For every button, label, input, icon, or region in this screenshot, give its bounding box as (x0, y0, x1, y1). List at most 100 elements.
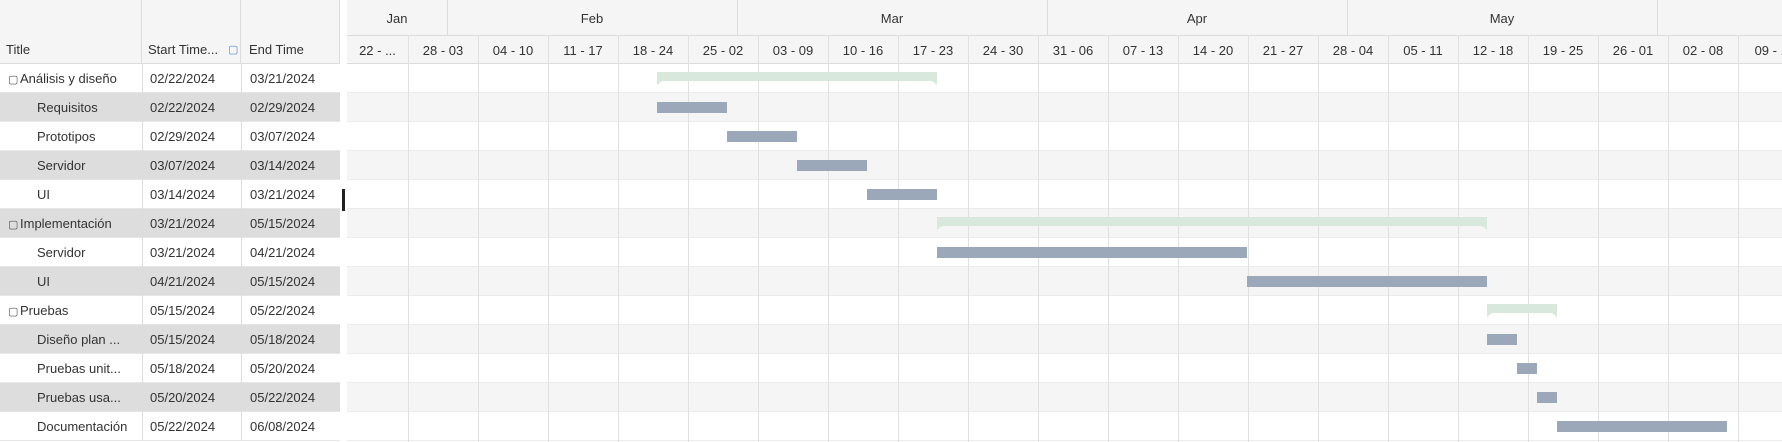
task-start-cell[interactable]: 05/15/2024 (142, 296, 241, 325)
task-bar[interactable] (797, 160, 867, 171)
column-header-start-time[interactable]: Start Time... ▢ (142, 0, 241, 64)
task-title-cell[interactable]: ▢ Pruebas (0, 296, 141, 325)
task-end-cell[interactable]: 03/21/2024 (241, 64, 340, 93)
task-title-cell[interactable]: Requisitos (0, 93, 141, 122)
table-row[interactable]: Prototipos 02/29/2024 03/07/2024 (0, 122, 340, 151)
filter-icon[interactable]: ▢ (228, 44, 239, 56)
task-start-cell[interactable]: 05/20/2024 (142, 383, 241, 412)
task-title-cell[interactable]: Diseño plan ... (0, 325, 141, 354)
table-row[interactable]: UI 03/14/2024 03/21/2024 (0, 180, 340, 209)
task-start-cell[interactable]: 04/21/2024 (142, 267, 241, 296)
timeline-row (347, 64, 1782, 93)
task-bar[interactable] (1537, 392, 1557, 403)
week-label: 07 - 13 (1123, 43, 1163, 58)
task-title-cell[interactable]: UI (0, 267, 141, 296)
week-label: 18 - 24 (633, 43, 673, 58)
summary-bar[interactable] (657, 72, 937, 85)
timeline-row (347, 151, 1782, 180)
task-end-cell[interactable]: 05/15/2024 (241, 209, 340, 238)
timeline-row (347, 93, 1782, 122)
task-end-cell[interactable]: 02/29/2024 (241, 93, 340, 122)
month-label: Mar (881, 11, 904, 26)
table-row[interactable]: Pruebas usa... 05/20/2024 05/22/2024 (0, 383, 340, 412)
task-start-cell[interactable]: 03/14/2024 (142, 180, 241, 209)
task-title-cell[interactable]: Documentación (0, 412, 141, 441)
task-bar[interactable] (657, 102, 727, 113)
task-end-cell[interactable]: 05/15/2024 (241, 267, 340, 296)
timeline-row (347, 325, 1782, 354)
task-start-cell[interactable]: 05/18/2024 (142, 354, 241, 383)
week-label: 22 - ... (359, 43, 396, 58)
week-label: 28 - 04 (1333, 43, 1373, 58)
task-end-cell[interactable]: 05/18/2024 (241, 325, 340, 354)
month-label: Apr (1187, 11, 1208, 26)
week-label: 04 - 10 (493, 43, 533, 58)
week-label: 03 - 09 (773, 43, 813, 58)
task-bar[interactable] (1247, 276, 1487, 287)
table-row[interactable]: ▢ Implementación 03/21/2024 05/15/2024 (0, 209, 340, 238)
task-end-cell[interactable]: 03/14/2024 (241, 151, 340, 180)
task-end-cell[interactable]: 03/07/2024 (241, 122, 340, 151)
week-label: 14 - 20 (1193, 43, 1233, 58)
splitter-handle[interactable] (342, 189, 345, 211)
task-end-cell[interactable]: 06/08/2024 (241, 412, 340, 441)
pane-splitter[interactable] (340, 0, 347, 442)
task-start-cell[interactable]: 02/22/2024 (142, 93, 241, 122)
week-label: 11 - 17 (563, 43, 603, 58)
summary-bar[interactable] (937, 217, 1487, 230)
task-bar[interactable] (937, 247, 1247, 258)
task-bar[interactable] (1517, 363, 1537, 374)
week-label: 19 - 25 (1543, 43, 1583, 58)
table-row[interactable]: Diseño plan ... 05/15/2024 05/18/2024 (0, 325, 340, 354)
task-bar[interactable] (1487, 334, 1517, 345)
task-start-cell[interactable]: 02/29/2024 (142, 122, 241, 151)
task-title-cell[interactable]: ▢ Análisis y diseño (0, 64, 141, 93)
task-title-cell[interactable]: Prototipos (0, 122, 141, 151)
task-title: Pruebas usa... (37, 390, 121, 405)
task-start-cell[interactable]: 05/15/2024 (142, 325, 241, 354)
task-title-cell[interactable]: Servidor (0, 238, 141, 267)
table-row[interactable]: Pruebas unit... 05/18/2024 05/20/2024 (0, 354, 340, 383)
task-start-cell[interactable]: 02/22/2024 (142, 64, 241, 93)
task-end-cell[interactable]: 03/21/2024 (241, 180, 340, 209)
week-label: 25 - 02 (703, 43, 743, 58)
task-title: Pruebas (20, 303, 69, 318)
table-row[interactable]: Servidor 03/07/2024 03/14/2024 (0, 151, 340, 180)
task-title: Análisis y diseño (20, 71, 117, 86)
task-title-cell[interactable]: Servidor (0, 151, 141, 180)
week-label: 12 - 18 (1473, 43, 1513, 58)
task-title-cell[interactable]: ▢ Implementación (0, 209, 141, 238)
month-header (347, 0, 1782, 35)
task-end-cell[interactable]: 05/22/2024 (241, 383, 340, 412)
task-title-cell[interactable]: UI (0, 180, 141, 209)
table-row[interactable]: ▢ Pruebas 05/15/2024 05/22/2024 (0, 296, 340, 325)
summary-bar[interactable] (1487, 304, 1557, 317)
week-label: 28 - 03 (423, 43, 463, 58)
task-start-cell[interactable]: 03/21/2024 (142, 238, 241, 267)
task-bar[interactable] (727, 131, 797, 142)
table-row[interactable]: UI 04/21/2024 05/15/2024 (0, 267, 340, 296)
task-end-cell[interactable]: 05/20/2024 (241, 354, 340, 383)
column-header-end-time[interactable]: End Time (241, 0, 340, 64)
task-title-cell[interactable]: Pruebas unit... (0, 354, 141, 383)
task-title-cell[interactable]: Pruebas usa... (0, 383, 141, 412)
gantt-chart: Jan Feb Mar Apr May 22 - ... 28 - 03 04 - 10 11 … (347, 0, 1782, 442)
collapse-toggle-icon[interactable]: ▢ (8, 306, 19, 318)
task-end-cell[interactable]: 05/22/2024 (241, 296, 340, 325)
table-row[interactable]: Documentación 05/22/2024 06/08/2024 (0, 412, 340, 441)
task-title: Documentación (37, 419, 128, 434)
collapse-toggle-icon[interactable]: ▢ (8, 74, 19, 86)
task-start-cell[interactable]: 05/22/2024 (142, 412, 241, 441)
column-header-title[interactable]: Title (0, 0, 142, 64)
task-end-cell[interactable]: 04/21/2024 (241, 238, 340, 267)
collapse-toggle-icon[interactable]: ▢ (8, 219, 19, 231)
task-title: Diseño plan ... (37, 332, 121, 347)
table-row[interactable]: Servidor 03/21/2024 04/21/2024 (0, 238, 340, 267)
task-title: Implementación (20, 216, 112, 231)
task-bar[interactable] (1557, 421, 1727, 432)
task-bar[interactable] (867, 189, 937, 200)
table-row[interactable]: ▢ Análisis y diseño 02/22/2024 03/21/2024 (0, 64, 340, 93)
task-start-cell[interactable]: 03/21/2024 (142, 209, 241, 238)
task-start-cell[interactable]: 03/07/2024 (142, 151, 241, 180)
table-row[interactable]: Requisitos 02/22/2024 02/29/2024 (0, 93, 340, 122)
